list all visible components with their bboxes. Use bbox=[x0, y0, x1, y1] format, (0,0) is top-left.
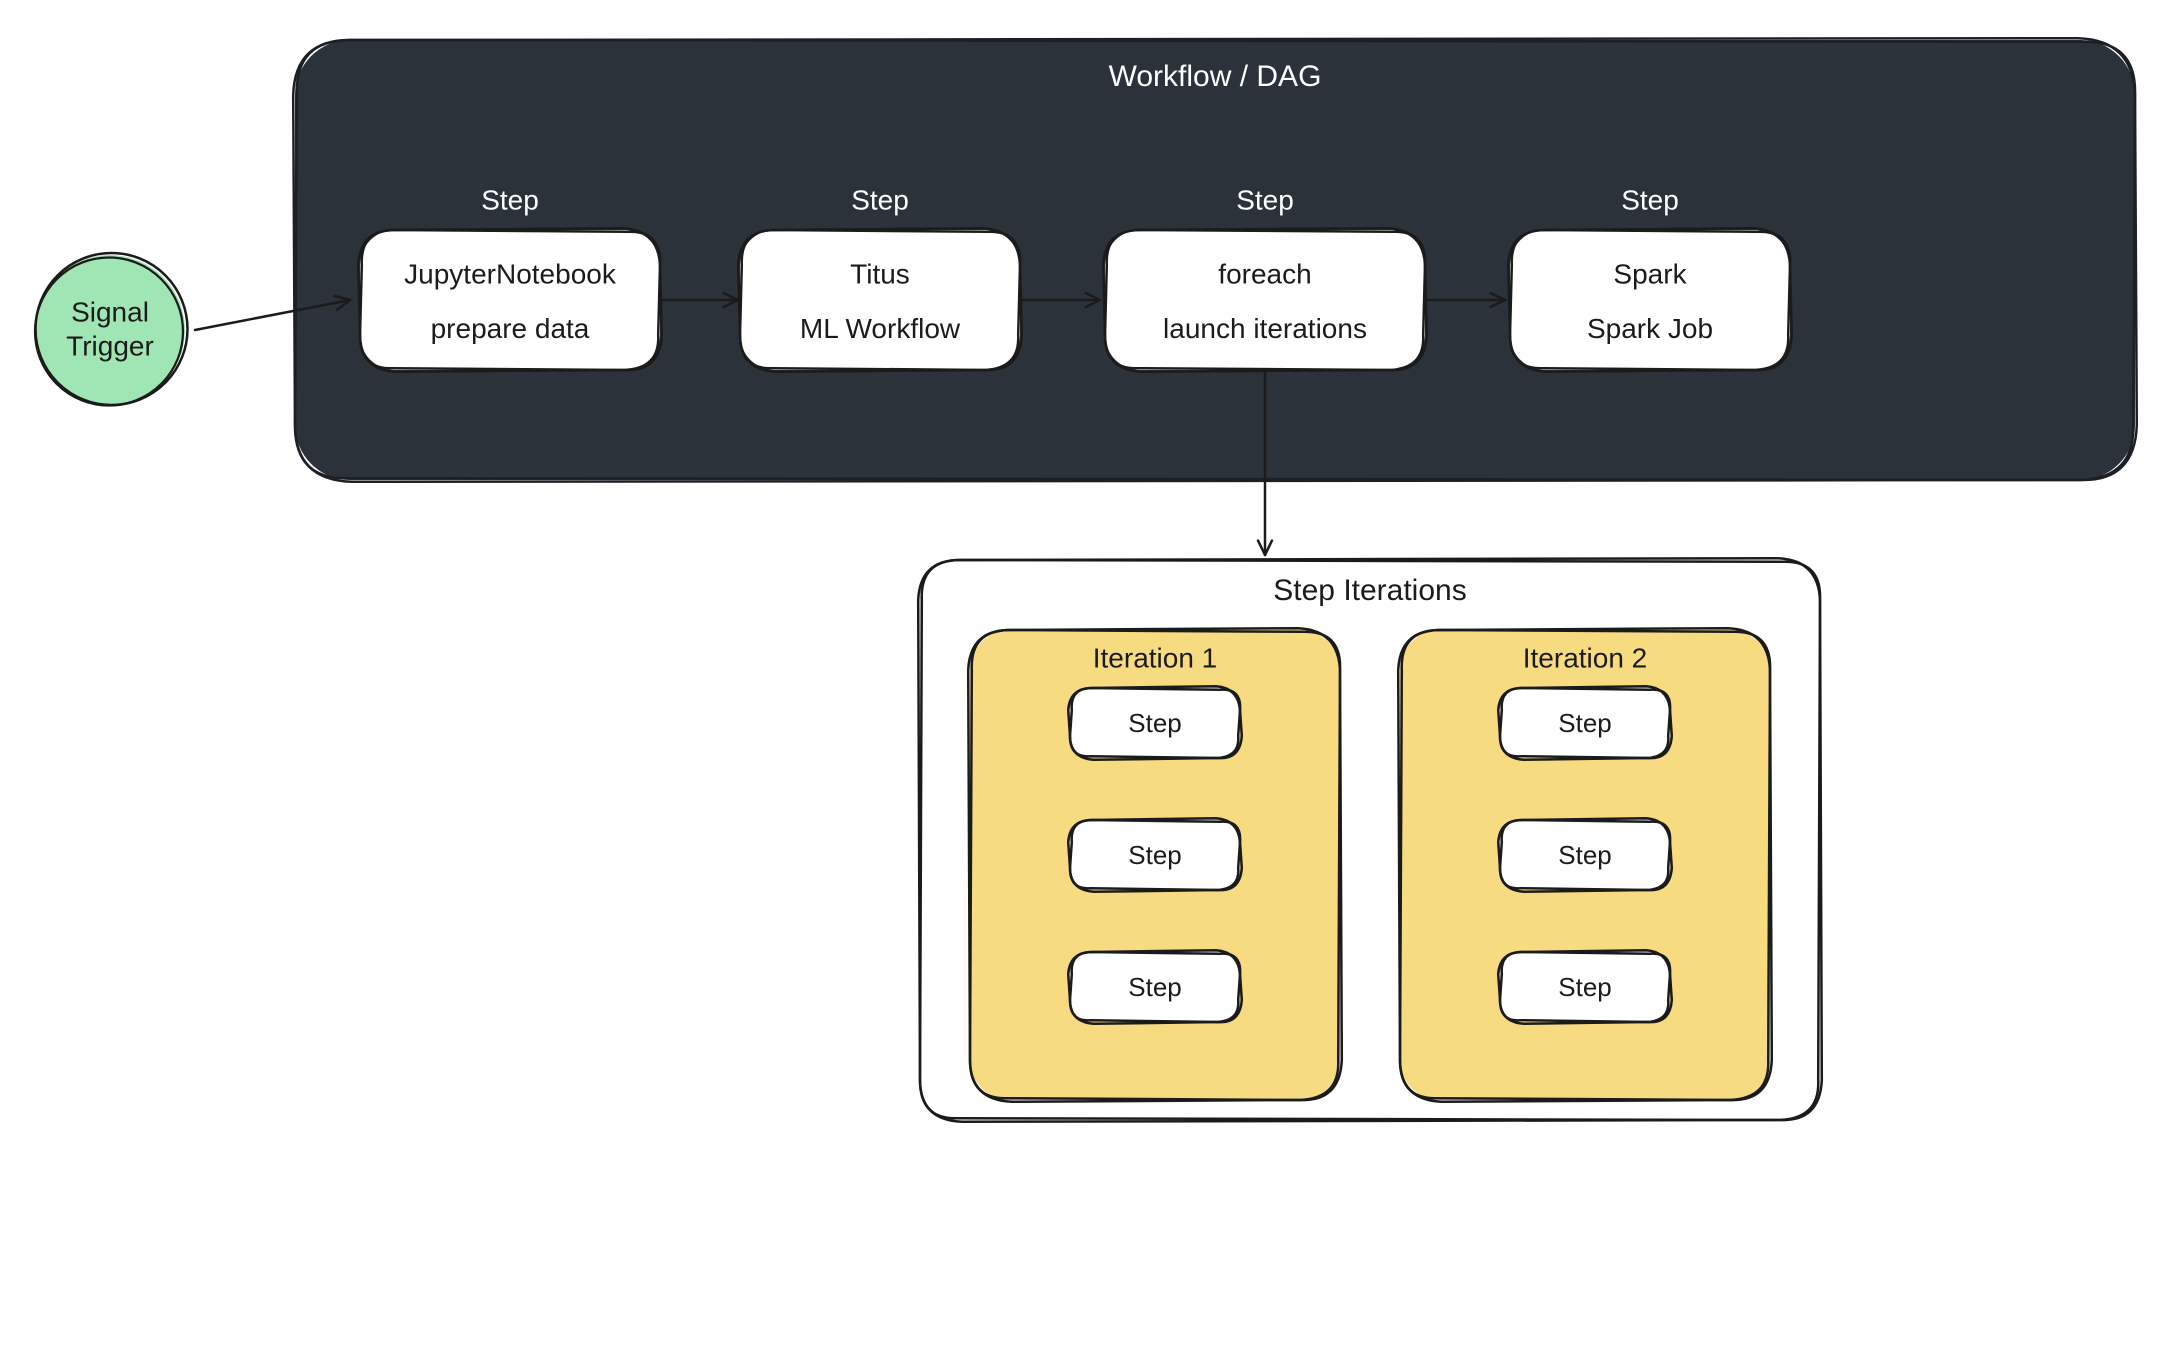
iter2-ministep-2-label: Step bbox=[1558, 972, 1612, 1002]
step4-line1: Spark bbox=[1613, 259, 1687, 290]
iter1-title: Iteration 1 bbox=[1093, 642, 1218, 673]
iter1-ministep-2-label: Step bbox=[1128, 972, 1182, 1002]
trigger-line2: Trigger bbox=[66, 330, 154, 361]
step2-line1: Titus bbox=[850, 259, 910, 290]
trigger-line1: Signal bbox=[71, 296, 149, 327]
step3-label: Step bbox=[1236, 184, 1294, 215]
step3-line1: foreach bbox=[1218, 259, 1311, 290]
iterations-panel-title: Step Iterations bbox=[1273, 574, 1466, 607]
step3-node bbox=[1103, 228, 1427, 372]
step1-line1: JupyterNotebook bbox=[404, 259, 617, 290]
step4-line2: Spark Job bbox=[1587, 313, 1713, 344]
step1-label: Step bbox=[481, 184, 539, 215]
iter1-ministep-1-label: Step bbox=[1128, 840, 1182, 870]
dag-panel-title: Workflow / DAG bbox=[1109, 60, 1322, 93]
iter2-ministep-0-label: Step bbox=[1558, 708, 1612, 738]
step1-line2: prepare data bbox=[431, 313, 590, 344]
step4-label: Step bbox=[1621, 184, 1679, 215]
step2-line2: ML Workflow bbox=[800, 313, 961, 344]
trigger-node bbox=[35, 253, 188, 406]
iter1-ministep-0-label: Step bbox=[1128, 708, 1182, 738]
step1-node bbox=[358, 228, 662, 372]
step3-line2: launch iterations bbox=[1163, 313, 1367, 344]
step4-node bbox=[1508, 228, 1792, 372]
step2-label: Step bbox=[851, 184, 909, 215]
iter2-ministep-1-label: Step bbox=[1558, 840, 1612, 870]
iter2-title: Iteration 2 bbox=[1523, 642, 1648, 673]
step2-node bbox=[738, 228, 1022, 372]
